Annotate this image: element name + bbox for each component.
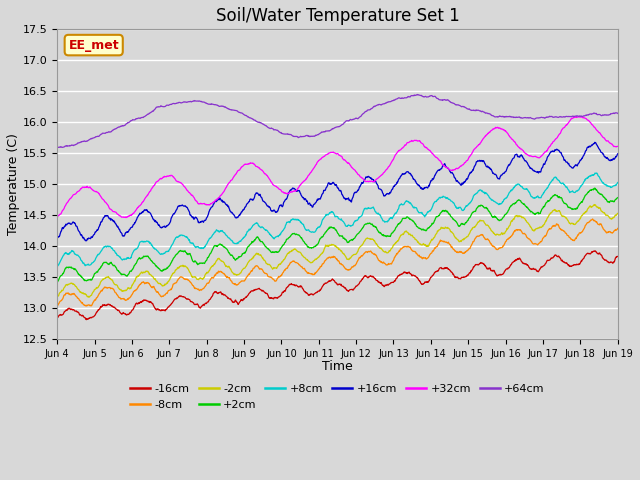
+32cm xyxy=(372,176,380,182)
Line: -16cm: -16cm xyxy=(57,251,618,320)
Legend: -16cm, -8cm, -2cm, +2cm, +8cm, +16cm, +32cm, +64cm: -16cm, -8cm, -2cm, +2cm, +8cm, +16cm, +3… xyxy=(125,380,549,414)
-2cm xyxy=(53,294,61,300)
-16cm xyxy=(120,310,127,316)
+8cm xyxy=(593,170,600,176)
+8cm xyxy=(614,180,621,185)
+32cm xyxy=(120,214,127,220)
+2cm xyxy=(614,195,621,201)
-8cm xyxy=(589,216,596,222)
-8cm xyxy=(372,253,380,259)
+16cm xyxy=(97,219,105,225)
+2cm xyxy=(97,264,104,270)
+64cm xyxy=(55,144,63,150)
+16cm xyxy=(303,198,311,204)
-16cm xyxy=(83,317,90,323)
+8cm xyxy=(372,210,380,216)
+2cm xyxy=(372,224,380,230)
Y-axis label: Temperature (C): Temperature (C) xyxy=(7,133,20,235)
+16cm xyxy=(120,233,127,239)
+32cm xyxy=(122,215,130,220)
+8cm xyxy=(120,256,127,262)
-16cm xyxy=(313,289,321,295)
-2cm xyxy=(303,256,311,262)
-2cm xyxy=(120,288,127,294)
-16cm xyxy=(372,277,380,283)
+16cm xyxy=(292,187,300,192)
+16cm xyxy=(614,151,621,156)
X-axis label: Time: Time xyxy=(322,360,353,373)
+32cm xyxy=(53,215,61,220)
-8cm xyxy=(303,269,311,275)
+64cm xyxy=(414,92,422,97)
Text: EE_met: EE_met xyxy=(68,38,119,51)
+64cm xyxy=(53,144,61,150)
+64cm xyxy=(292,133,300,139)
+2cm xyxy=(120,272,127,277)
Line: +2cm: +2cm xyxy=(57,188,618,282)
+2cm xyxy=(591,185,598,191)
Line: +64cm: +64cm xyxy=(57,95,618,147)
+16cm xyxy=(53,235,61,240)
-2cm xyxy=(372,241,380,247)
-8cm xyxy=(292,260,300,265)
+64cm xyxy=(614,110,621,116)
+8cm xyxy=(303,228,310,233)
-8cm xyxy=(614,226,621,231)
Line: +8cm: +8cm xyxy=(57,173,618,267)
-2cm xyxy=(97,279,105,285)
Line: -8cm: -8cm xyxy=(57,219,618,306)
-2cm xyxy=(313,255,321,261)
+8cm xyxy=(97,249,104,255)
+16cm xyxy=(591,139,598,145)
-16cm xyxy=(292,283,300,288)
+32cm xyxy=(313,160,321,166)
+64cm xyxy=(97,132,105,137)
-16cm xyxy=(591,248,598,254)
+64cm xyxy=(120,123,127,129)
+16cm xyxy=(372,180,380,186)
+8cm xyxy=(291,216,299,222)
Line: +32cm: +32cm xyxy=(57,116,618,217)
+64cm xyxy=(372,103,380,108)
+16cm xyxy=(82,238,90,244)
-2cm xyxy=(614,211,621,216)
+16cm xyxy=(313,197,321,203)
+64cm xyxy=(313,132,321,138)
-2cm xyxy=(590,202,598,207)
+8cm xyxy=(53,264,61,270)
-8cm xyxy=(53,303,61,309)
+64cm xyxy=(303,132,311,138)
-8cm xyxy=(120,296,127,301)
+2cm xyxy=(303,242,310,248)
-8cm xyxy=(97,288,105,294)
+32cm xyxy=(614,144,621,149)
Line: +16cm: +16cm xyxy=(57,142,618,241)
-16cm xyxy=(97,303,105,309)
+32cm xyxy=(97,193,104,199)
-8cm xyxy=(313,268,321,274)
+2cm xyxy=(313,242,321,248)
+2cm xyxy=(53,279,61,285)
-16cm xyxy=(53,315,61,321)
-16cm xyxy=(614,253,621,259)
-2cm xyxy=(292,246,300,252)
-16cm xyxy=(303,290,311,296)
+32cm xyxy=(292,188,300,194)
Title: Soil/Water Temperature Set 1: Soil/Water Temperature Set 1 xyxy=(216,7,460,25)
-8cm xyxy=(82,303,90,309)
+32cm xyxy=(303,175,311,180)
Line: -2cm: -2cm xyxy=(57,204,618,297)
+32cm xyxy=(576,113,584,119)
+2cm xyxy=(291,231,299,237)
+8cm xyxy=(313,226,321,231)
-2cm xyxy=(85,294,93,300)
